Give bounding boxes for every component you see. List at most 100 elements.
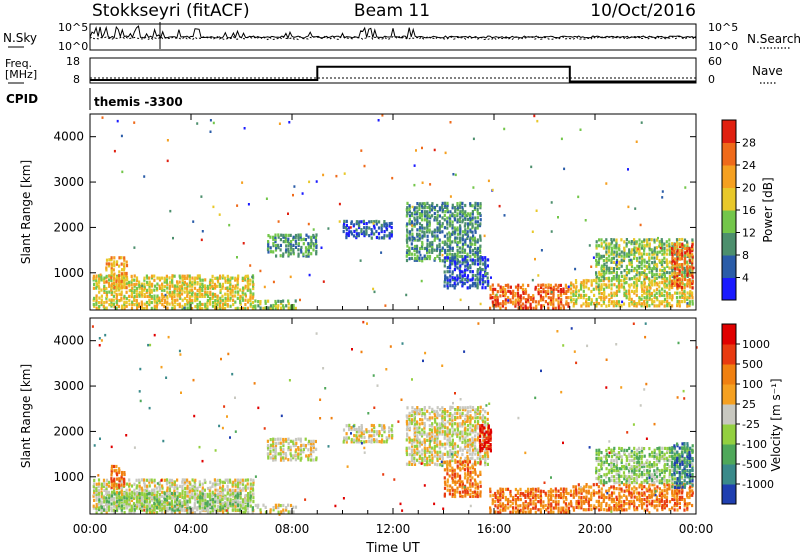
heatmap-cell [416, 234, 419, 238]
heatmap-cell [454, 417, 457, 421]
heatmap-cell [567, 287, 570, 292]
heatmap-cell [128, 500, 131, 504]
heatmap-cell [423, 430, 426, 434]
heatmap-cell [380, 251, 383, 254]
heatmap-cell [183, 280, 186, 284]
heatmap-cell [474, 282, 477, 286]
heatmap-cell [683, 270, 686, 274]
heatmap-cell [692, 266, 695, 270]
heatmap-cell [668, 242, 671, 246]
heatmap-cell [405, 208, 408, 212]
heatmap-cell [224, 278, 227, 282]
heatmap-cell [158, 484, 161, 488]
heatmap-cell [226, 274, 229, 278]
heatmap-cell [413, 244, 417, 249]
heatmap-cell [135, 502, 138, 506]
heatmap-cell [293, 185, 296, 188]
heatmap-cell [438, 214, 441, 218]
heatmap-cell [446, 256, 449, 260]
heatmap-cell [110, 290, 113, 294]
heatmap-cell [464, 444, 467, 448]
heatmap-cell [372, 424, 375, 428]
heatmap-cell [244, 284, 247, 288]
heatmap-cell [257, 300, 260, 304]
heatmap-cell [234, 488, 237, 492]
heatmap-cell [436, 247, 439, 251]
heatmap-cell [274, 503, 277, 507]
heatmap-cell [297, 242, 300, 246]
heatmap-cell [428, 220, 431, 224]
heatmap-cell [542, 290, 545, 294]
heatmap-cell [483, 440, 486, 444]
heatmap-cell [562, 306, 565, 310]
heatmap-cell [166, 139, 169, 142]
heatmap-cell [592, 278, 596, 283]
heatmap-cell [145, 290, 148, 294]
heatmap-cell [529, 304, 532, 308]
heatmap-cell [241, 290, 244, 294]
heatmap-cell [229, 282, 232, 286]
heatmap-cell [575, 285, 578, 289]
heatmap-cell [431, 416, 434, 420]
heatmap-cell [148, 502, 151, 506]
heatmap-cell [456, 208, 459, 212]
heatmap-cell [461, 236, 464, 240]
heatmap-cell [476, 270, 479, 274]
heatmap-cell [643, 304, 646, 308]
heatmap-cell [585, 302, 588, 306]
heatmap-cell [451, 426, 454, 430]
heatmap-cell [675, 238, 679, 242]
heatmap-cell [449, 256, 452, 260]
heatmap-cell [663, 277, 666, 281]
heatmap-cell [487, 444, 490, 449]
heatmap-cell [413, 218, 417, 222]
heatmap-cell [249, 290, 252, 294]
heatmap-cell [143, 482, 146, 486]
heatmap-cell [161, 297, 164, 301]
heatmap-cell [628, 302, 631, 306]
heatmap-cell [310, 454, 313, 458]
heatmap-cell [635, 240, 638, 244]
heatmap-cell [191, 282, 194, 286]
heatmap-cell [633, 277, 636, 281]
heatmap-cell [603, 291, 606, 295]
heatmap-cell [307, 254, 310, 258]
heatmap-cell [186, 274, 189, 278]
heatmap-cell [115, 278, 118, 282]
heatmap-cell [668, 281, 671, 285]
heatmap-cell [211, 286, 215, 290]
heatmap-cell [279, 300, 282, 304]
heatmap-cell [307, 242, 310, 246]
heatmap-cell [201, 498, 204, 502]
heatmap-cell [100, 500, 103, 504]
heatmap-cell [459, 413, 462, 418]
heatmap-cell [622, 302, 626, 306]
heatmap-cell [610, 266, 613, 270]
heatmap-cell [469, 405, 472, 409]
heatmap-cell [103, 286, 106, 290]
heatmap-cell [163, 510, 167, 515]
heatmap-cell [663, 268, 666, 272]
heatmap-cell [130, 292, 133, 296]
heatmap-cell [416, 218, 419, 222]
heatmap-cell [507, 296, 510, 300]
heatmap-cell [691, 291, 694, 295]
heatmap-cell [600, 292, 603, 296]
heatmap-cell [100, 486, 103, 490]
heatmap-cell [413, 212, 416, 216]
heatmap-cell [259, 300, 262, 304]
heatmap-cell [105, 482, 108, 486]
heatmap-cell [451, 278, 454, 282]
heatmap-cell [158, 494, 161, 498]
heatmap-cell [686, 302, 689, 305]
heatmap-cell [158, 286, 161, 290]
heatmap-cell [466, 438, 469, 442]
heatmap-cell [656, 283, 659, 287]
heatmap-cell [155, 286, 158, 290]
heatmap-cell [461, 258, 464, 262]
heatmap-cell [579, 128, 582, 131]
heatmap-cell [158, 486, 161, 490]
heatmap-cell [483, 422, 487, 426]
heatmap-cell [451, 455, 454, 459]
heatmap-cell [183, 282, 186, 286]
